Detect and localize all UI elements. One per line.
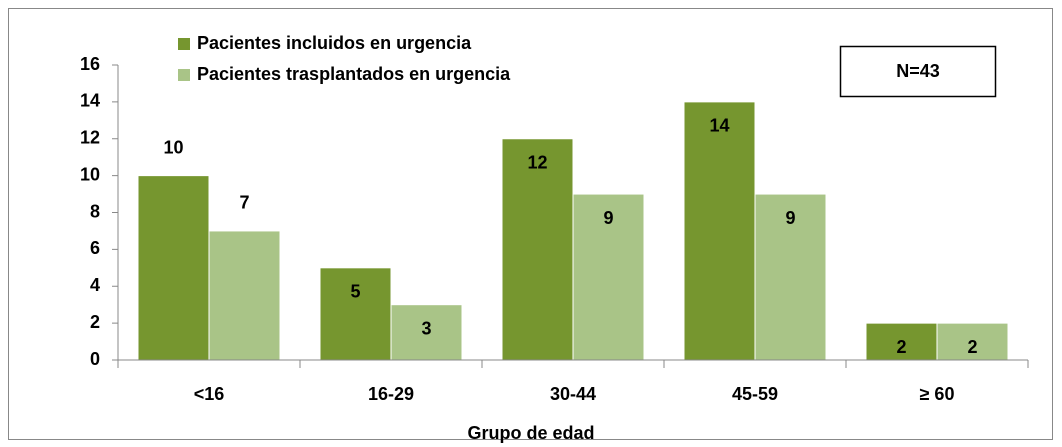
bar [501,138,574,361]
y-tick-label: 16 [80,54,100,74]
legend-label: Pacientes incluidos en urgencia [197,33,472,53]
data-label: 12 [527,153,547,173]
data-label: 14 [709,116,729,136]
bar [572,193,645,361]
x-tick-label: ≥ 60 [920,384,955,404]
legend-label: Pacientes trasplantados en urgencia [197,64,511,84]
y-tick-label: 12 [80,128,100,148]
y-tick-label: 0 [90,349,100,369]
bar [683,101,756,361]
legend-swatch [178,69,190,81]
x-tick-label: 30-44 [550,384,596,404]
data-label: 2 [896,337,906,357]
data-label: 3 [421,318,431,338]
data-label: 9 [785,208,795,228]
y-tick-label: 4 [90,275,100,295]
y-tick-label: 14 [80,91,100,111]
data-label: 2 [967,337,977,357]
x-tick-label: 45-59 [732,384,778,404]
bar [319,267,392,361]
y-tick-label: 8 [90,201,100,221]
data-label: 9 [603,208,613,228]
legend-swatch [178,38,190,50]
annotation-box [839,45,997,98]
y-tick-label: 2 [90,312,100,332]
x-tick-label: <16 [194,384,225,404]
annotation: N=43 [896,61,940,81]
data-label: 7 [239,193,249,213]
bar [137,175,210,361]
x-tick-label: 16-29 [368,384,414,404]
y-tick-label: 6 [90,238,100,258]
data-label: 5 [350,282,360,302]
bar [754,193,827,361]
y-tick-label: 10 [80,164,100,184]
bar [936,322,1009,361]
x-axis-title: Grupo de edad [467,423,594,443]
data-label: 10 [163,137,183,157]
bar [208,230,281,361]
